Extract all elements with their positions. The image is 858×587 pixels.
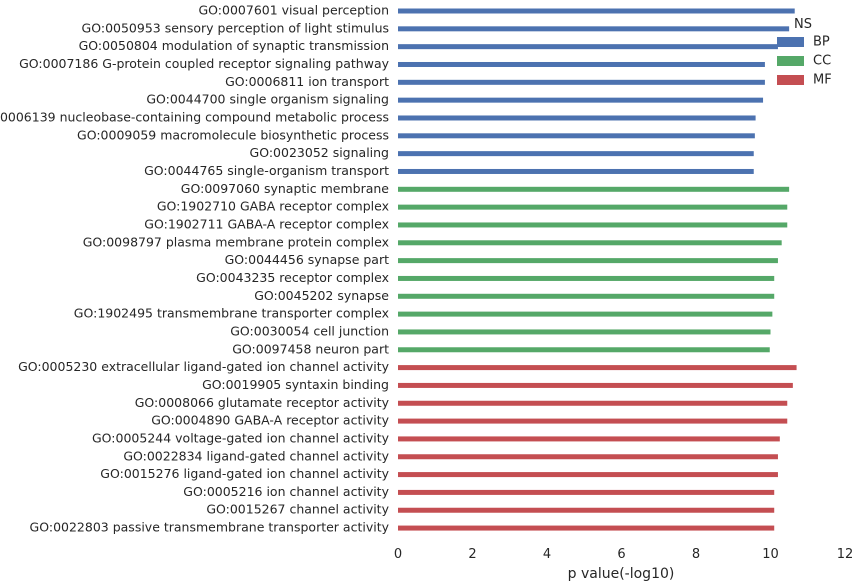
x-axis-label: p value(-log10) bbox=[568, 566, 675, 582]
x-tick-label-4: 4 bbox=[543, 547, 551, 562]
category-label-29: GO:0015267 channel activity bbox=[206, 502, 389, 517]
bar-15 bbox=[398, 258, 778, 264]
category-label-11: GO:0097060 synaptic membrane bbox=[181, 181, 390, 196]
category-label-14: GO:0098797 plasma membrane protein compl… bbox=[83, 234, 389, 249]
bar-19 bbox=[398, 329, 771, 335]
x-axis: 0 2 4 6 8 10 12 bbox=[394, 547, 853, 562]
bar-20 bbox=[398, 347, 770, 353]
legend-label-cc: CC bbox=[813, 54, 831, 69]
bar-5 bbox=[398, 79, 765, 85]
legend-title: NS bbox=[794, 17, 812, 32]
category-label-8: GO:0009059 macromolecule biosynthetic pr… bbox=[77, 127, 389, 142]
category-labels: GO:0007601 visual perception GO:0050953 s… bbox=[0, 3, 390, 535]
bar-7 bbox=[398, 115, 756, 121]
category-label-24: GO:0004890 GABA-A receptor activity bbox=[151, 413, 389, 428]
category-label-28: GO:0005216 ion channel activity bbox=[183, 484, 389, 499]
bar-8 bbox=[398, 133, 755, 139]
bar-24 bbox=[398, 418, 788, 424]
category-label-10: GO:0044765 single-organism transport bbox=[144, 163, 389, 178]
category-label-6: GO:0044700 single organism signaling bbox=[146, 92, 389, 107]
bar-23 bbox=[398, 400, 788, 406]
legend-swatch-cc bbox=[777, 56, 804, 66]
category-label-30: GO:0022803 passive transmembrane transpo… bbox=[30, 520, 390, 535]
x-tick-label-8: 8 bbox=[692, 547, 700, 562]
bar-14 bbox=[398, 240, 782, 246]
bar-12 bbox=[398, 204, 788, 210]
category-label-20: GO:0097458 neuron part bbox=[232, 341, 389, 356]
bar-4 bbox=[398, 61, 765, 67]
bar-18 bbox=[398, 311, 773, 317]
category-label-1: GO:0007601 visual perception bbox=[198, 3, 389, 18]
category-label-9: GO:0023052 signaling bbox=[250, 145, 389, 160]
category-label-21: GO:0005230 extracellular ligand-gated io… bbox=[18, 359, 390, 374]
category-label-27: GO:0015276 ligand-gated ion channel acti… bbox=[100, 466, 389, 481]
category-label-7: GO:0006139 nucleobase-containing compoun… bbox=[0, 109, 389, 124]
bar-10 bbox=[398, 168, 754, 174]
category-label-3: GO:0050804 modulation of synaptic transm… bbox=[79, 38, 389, 53]
bar-2 bbox=[398, 26, 790, 32]
bar-26 bbox=[398, 454, 778, 460]
bar-11 bbox=[398, 186, 790, 192]
bar-25 bbox=[398, 436, 780, 442]
bar-30 bbox=[398, 525, 775, 531]
category-label-5: GO:0006811 ion transport bbox=[225, 74, 389, 89]
category-label-18: GO:1902495 transmembrane transporter com… bbox=[74, 306, 389, 321]
bar-29 bbox=[398, 507, 775, 513]
x-tick-label-0: 0 bbox=[394, 547, 402, 562]
bar-6 bbox=[398, 97, 764, 103]
bar-13 bbox=[398, 222, 788, 228]
bar-27 bbox=[398, 472, 778, 478]
category-label-2: GO:0050953 sensory perception of light s… bbox=[82, 20, 389, 35]
legend-label-mf: MF bbox=[813, 73, 832, 88]
category-label-17: GO:0045202 synapse bbox=[254, 288, 389, 303]
bar-17 bbox=[398, 293, 775, 299]
bar-1 bbox=[398, 8, 795, 14]
category-label-26: GO:0022834 ligand-gated channel activity bbox=[123, 448, 389, 463]
category-label-12: GO:1902710 GABA receptor complex bbox=[157, 199, 389, 214]
category-label-19: GO:0030054 cell junction bbox=[230, 323, 389, 338]
bar-16 bbox=[398, 275, 775, 281]
bar-22 bbox=[398, 382, 793, 388]
bar-21 bbox=[398, 365, 797, 371]
legend: NS BP CC MF bbox=[777, 17, 832, 88]
category-label-22: GO:0019905 syntaxin binding bbox=[202, 377, 389, 392]
x-tick-label-10: 10 bbox=[762, 547, 779, 562]
legend-swatch-mf bbox=[777, 75, 804, 85]
x-tick-label-12: 12 bbox=[837, 547, 854, 562]
bar-3 bbox=[398, 44, 778, 50]
category-label-23: GO:0008066 glutamate receptor activity bbox=[135, 395, 390, 410]
legend-swatch-bp bbox=[777, 37, 804, 47]
category-label-16: GO:0043235 receptor complex bbox=[196, 270, 389, 285]
bar-28 bbox=[398, 489, 775, 495]
bars-layer bbox=[398, 8, 797, 531]
category-label-4: GO:0007186 G-protein coupled receptor si… bbox=[19, 56, 390, 71]
x-tick-label-6: 6 bbox=[617, 547, 625, 562]
category-label-15: GO:0044456 synapse part bbox=[225, 252, 389, 267]
category-label-25: GO:0005244 voltage-gated ion channel act… bbox=[92, 430, 390, 445]
legend-label-bp: BP bbox=[813, 35, 830, 50]
x-tick-label-2: 2 bbox=[468, 547, 476, 562]
category-label-13: GO:1902711 GABA-A receptor complex bbox=[144, 216, 389, 231]
bar-9 bbox=[398, 151, 754, 157]
